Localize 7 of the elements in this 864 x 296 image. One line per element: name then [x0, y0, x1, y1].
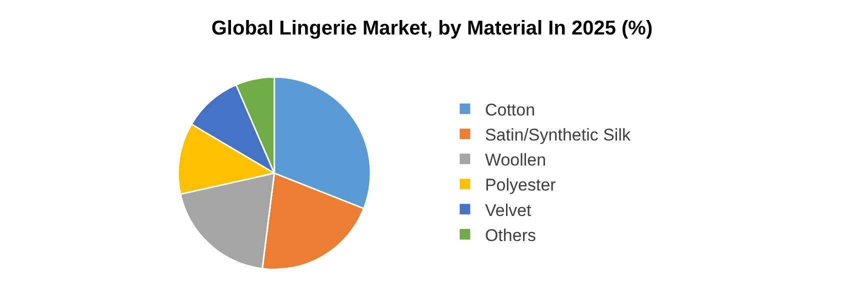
legend-label: Cotton [484, 100, 536, 120]
legend-label: Others [484, 226, 536, 245]
legend-label: Polyester [484, 176, 556, 195]
legend-label: Woollen [484, 150, 546, 170]
chart-title: Global Lingerie Market, by Material In 2025 (%) [211, 18, 653, 40]
legend-label: Velvet [484, 200, 532, 220]
legend-label: Satin/Synthetic Silk [484, 125, 631, 144]
